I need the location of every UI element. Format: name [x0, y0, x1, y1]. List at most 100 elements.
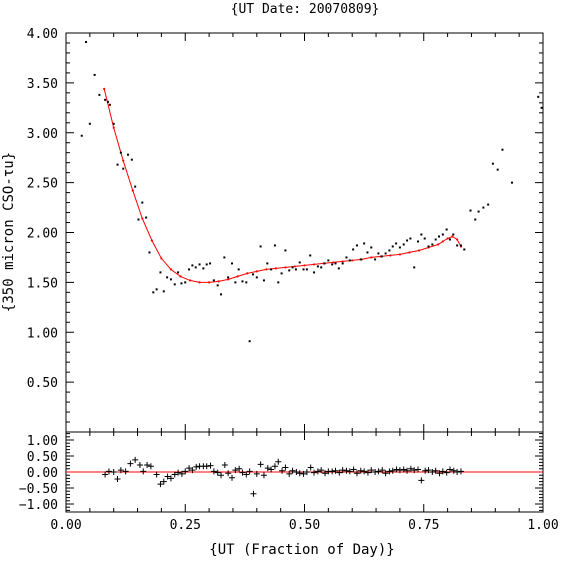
data-point [270, 268, 273, 271]
data-point [148, 251, 151, 254]
fit-point [456, 238, 459, 241]
data-point [370, 246, 373, 249]
fit-point [417, 249, 421, 252]
residual-point [357, 467, 364, 474]
residual-point [243, 471, 250, 478]
data-point [177, 271, 180, 274]
data-point [456, 244, 459, 247]
residual-point [114, 476, 121, 483]
data-point [348, 259, 351, 262]
residual-point [105, 468, 112, 475]
residual-point [446, 466, 453, 473]
data-point [491, 162, 494, 165]
residual-point [404, 467, 411, 474]
fit-point [236, 275, 239, 278]
residual-point [322, 470, 329, 477]
x-tick-label: 0.00 [50, 518, 81, 533]
residual-point [375, 468, 382, 475]
data-point [266, 262, 269, 265]
residual-point [253, 470, 260, 477]
residual-point [422, 467, 429, 474]
fit-point [293, 265, 297, 268]
data-point [173, 283, 176, 286]
data-point [377, 252, 380, 255]
residual-point [147, 463, 154, 470]
data-point [209, 262, 212, 265]
residual-point [457, 468, 464, 475]
residual-point [122, 468, 129, 475]
data-point [188, 268, 191, 271]
data-point [85, 40, 88, 43]
data-point [122, 167, 125, 170]
residual-point [144, 461, 151, 468]
data-point [98, 93, 101, 96]
data-point [496, 168, 499, 171]
residual-point [221, 461, 228, 468]
data-point [212, 279, 215, 282]
fit-point [150, 239, 153, 242]
residual-point [127, 460, 134, 467]
data-point [384, 252, 387, 255]
data-point [334, 262, 337, 265]
data-point [80, 134, 83, 137]
data-point [363, 242, 366, 245]
residual-point [207, 462, 214, 469]
data-point [194, 266, 197, 269]
residual-point [400, 466, 407, 473]
data-point [374, 258, 377, 261]
residual-point [382, 470, 389, 477]
data-point [391, 245, 394, 248]
residual-point [343, 467, 350, 474]
data-point [417, 240, 420, 243]
residual-point [282, 464, 289, 471]
residual-point [260, 472, 267, 479]
data-point [409, 237, 412, 240]
data-point [205, 263, 208, 266]
residual-point [364, 469, 371, 476]
data-point [420, 233, 423, 236]
y-tick-label: 3.50 [27, 77, 58, 92]
data-point [448, 238, 451, 241]
residual-point [182, 468, 189, 475]
fit-point [246, 272, 249, 275]
residual-point [346, 468, 353, 475]
residual-point [189, 467, 196, 474]
y-tick-label: 0.50 [27, 450, 58, 465]
data-point [184, 281, 187, 284]
y-tick-label: 0.50 [27, 376, 58, 391]
data-point [540, 106, 543, 109]
data-point [288, 269, 291, 272]
residual-point [393, 466, 400, 473]
fit-point [341, 260, 344, 263]
residual-point [214, 469, 221, 476]
fit-point [441, 240, 444, 243]
data-point [280, 272, 283, 275]
data-point [320, 266, 323, 269]
residual-point [361, 468, 368, 475]
data-point [388, 249, 391, 252]
residual-point [264, 465, 271, 472]
data-point [445, 228, 448, 231]
data-point [234, 281, 237, 284]
residual-point [203, 463, 210, 470]
residual-point [425, 467, 432, 474]
residual-point [332, 467, 339, 474]
residual-point [318, 467, 325, 474]
y-tick-label: −0.50 [19, 482, 58, 497]
residual-point [389, 467, 396, 474]
data-point [323, 262, 326, 265]
y-tick-label: 0.00 [27, 466, 58, 481]
data-point [469, 209, 472, 212]
data-point [108, 103, 111, 106]
data-point [255, 276, 258, 279]
data-point [463, 248, 466, 251]
residual-point [311, 469, 318, 476]
residual-y-tick-labels: −1.00−0.500.000.501.00 [19, 434, 58, 513]
x-tick-label: 0.75 [408, 518, 439, 533]
fit-point [103, 87, 106, 90]
x-axis-label: {UT (Fraction of Day)} [209, 542, 394, 558]
fit-point [227, 278, 230, 281]
data-point [119, 151, 122, 154]
data-point [406, 239, 409, 242]
